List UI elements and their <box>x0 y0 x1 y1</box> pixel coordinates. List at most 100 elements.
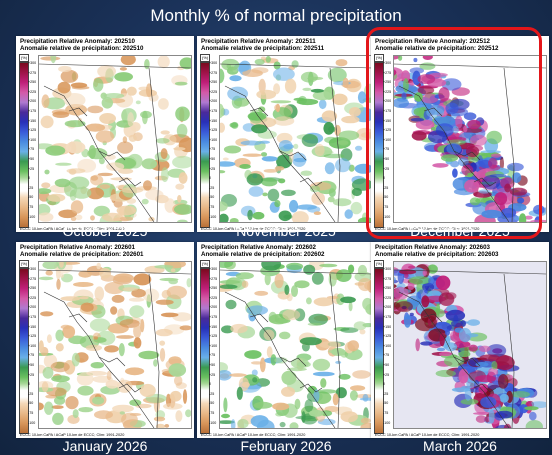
anomaly-blob <box>131 288 146 298</box>
legend-tick: -75 <box>28 411 34 415</box>
legend-tick: +75 <box>28 147 35 152</box>
anomaly-blob <box>460 398 479 405</box>
anomaly-blob <box>129 305 145 318</box>
anomaly-blob <box>90 174 104 186</box>
legend-tick: +250 <box>209 80 218 85</box>
anomaly-blob <box>112 404 134 413</box>
anomaly-blob <box>220 103 224 118</box>
anomaly-blob <box>141 158 157 170</box>
anomaly-blob <box>335 387 347 399</box>
legend-tick: -100 <box>28 214 36 219</box>
anomaly-blob <box>451 320 463 328</box>
legend-tick: +225 <box>209 295 218 300</box>
anomaly-blob <box>422 269 427 276</box>
legend-tick: +150 <box>28 118 37 123</box>
legend-tick: +125 <box>383 128 392 133</box>
panel-header-en: Precipitation Relative Anomaly: 202601 <box>20 244 135 251</box>
border-line <box>279 356 307 367</box>
anomaly-blob <box>154 264 174 269</box>
anomaly-blob <box>128 134 137 142</box>
anomaly-blob <box>254 290 269 296</box>
anomaly-blob <box>433 115 456 127</box>
anomaly-blob <box>45 270 53 276</box>
anomaly-blob <box>464 387 472 401</box>
anomaly-blob <box>279 331 291 340</box>
anomaly-blob <box>467 319 480 326</box>
anomaly-blob <box>279 421 286 428</box>
panel-footer: ECCC 10-km CaPA / ACaP 10-km de ECCC; Cl… <box>201 433 306 437</box>
anomaly-blob <box>78 407 94 413</box>
anomaly-blob <box>145 83 153 97</box>
anomaly-blob <box>308 313 328 326</box>
anomaly-blob <box>445 309 466 322</box>
anomaly-blob <box>270 100 292 104</box>
anomaly-blob <box>119 411 126 415</box>
anomaly-blob <box>155 299 174 305</box>
anomaly-blob <box>342 77 349 88</box>
month-label: March 2026 <box>423 438 497 454</box>
anomaly-blob <box>65 396 79 410</box>
anomaly-blob <box>302 87 312 91</box>
legend-tick: +100 <box>383 343 392 348</box>
anomaly-blob <box>155 138 170 144</box>
anomaly-blob <box>415 338 420 352</box>
legend-tick: +200 <box>383 99 392 104</box>
anomaly-blob <box>358 277 372 292</box>
legend-tick: +25 <box>383 166 390 171</box>
anomaly-blob <box>39 402 44 411</box>
anomaly-blob <box>417 86 435 95</box>
anomaly-blob <box>252 211 265 220</box>
legend-tick: +25 <box>209 372 216 377</box>
anomaly-blob <box>413 57 418 63</box>
anomaly-blob <box>73 282 94 287</box>
anomaly-blob <box>286 262 304 270</box>
anomaly-blob <box>114 72 133 82</box>
anomaly-blob <box>341 115 360 124</box>
map-svg <box>394 56 546 222</box>
anomaly-blob <box>312 90 332 101</box>
border-line <box>249 313 269 323</box>
anomaly-blob <box>221 413 230 419</box>
anomaly-blob <box>116 205 137 216</box>
legend-tick: +125 <box>383 334 392 339</box>
anomaly-blob <box>435 275 451 291</box>
anomaly-blob <box>50 56 57 64</box>
anomaly-blob <box>229 75 242 82</box>
anomaly-blob <box>481 209 503 219</box>
anomaly-blob <box>439 351 453 357</box>
anomaly-blob <box>97 172 113 177</box>
legend-unit: (%) <box>374 54 384 62</box>
anomaly-blob <box>306 297 312 305</box>
anomaly-blob <box>250 361 263 365</box>
anomaly-blob <box>177 195 182 203</box>
month-label: February 2026 <box>240 438 332 454</box>
legend-tick: -100 <box>28 420 36 425</box>
legend-tick: +100 <box>209 343 218 348</box>
anomaly-blob <box>104 154 116 160</box>
legend-tick: +250 <box>28 286 37 291</box>
anomaly-blob <box>175 106 190 122</box>
anomaly-blob <box>467 119 481 130</box>
anomaly-blob <box>427 317 432 327</box>
anomaly-blob <box>275 412 283 417</box>
anomaly-blob <box>394 98 409 108</box>
anomaly-blob <box>170 268 176 273</box>
anomaly-blob <box>261 262 281 271</box>
legend-tick: +25 <box>209 166 216 171</box>
legend-tick: +25 <box>383 372 390 377</box>
anomaly-blob <box>242 153 262 157</box>
border-line <box>503 67 515 222</box>
anomaly-blob <box>464 179 480 193</box>
anomaly-blob <box>169 390 182 402</box>
border-line <box>220 63 372 69</box>
anomaly-blob <box>475 415 487 423</box>
anomaly-blob <box>273 83 281 95</box>
anomaly-blob <box>129 399 142 406</box>
month-label: December 2025 <box>410 223 510 239</box>
border-line <box>279 150 307 161</box>
anomaly-blob <box>139 383 156 398</box>
legend-tick: +175 <box>209 109 218 113</box>
anomaly-blob <box>65 141 86 154</box>
anomaly-blob <box>362 394 369 402</box>
anomaly-blob <box>106 162 125 171</box>
